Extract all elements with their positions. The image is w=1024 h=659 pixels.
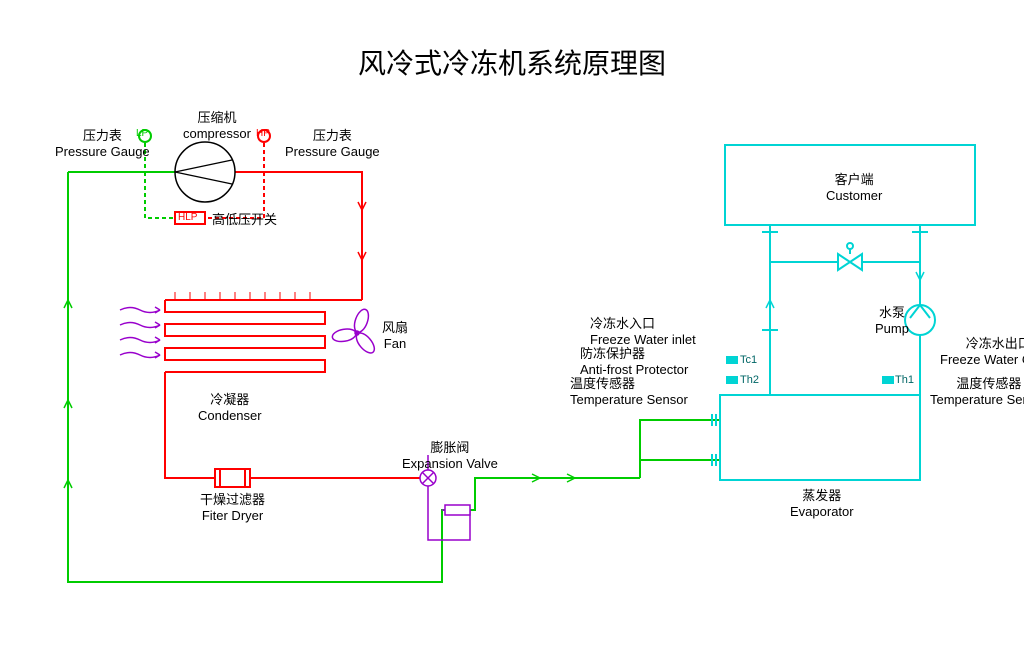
customer-label: 客户端 Customer xyxy=(826,172,882,203)
condenser-label: 冷凝器 Condenser xyxy=(198,392,262,423)
purple-elements xyxy=(120,307,470,540)
compressor-label: 压缩机 compressor xyxy=(183,110,251,141)
fan-label: 风扇 Fan xyxy=(382,320,408,351)
filter-dryer-label: 干燥过滤器 Fiter Dryer xyxy=(200,492,265,523)
freeze-water-inlet-label: 冷冻水入口 Freeze Water inlet xyxy=(590,316,696,347)
evaporator-label: 蒸发器 Evaporator xyxy=(790,488,854,519)
temp-sensor-right-label: 温度传感器 Temperature Sensor xyxy=(930,376,1024,407)
expansion-valve-label: 膨胀阀 Expansion Valve xyxy=(402,440,498,471)
pressure-gauge-right-label: 压力表 Pressure Gauge xyxy=(285,128,380,159)
temp-sensor-left-label: 温度传感器 Temperature Sensor xyxy=(570,376,688,407)
pump-label: 水泵 Pump xyxy=(875,305,909,336)
compressor-icon xyxy=(175,142,235,202)
th2-label: Th2 xyxy=(740,374,759,387)
freeze-water-outlet-label: 冷冻水出口 Freeze Water Outlet xyxy=(940,336,1024,367)
hlp-switch-label: 高低压开关 xyxy=(212,212,277,228)
lp-label: LP xyxy=(136,128,148,140)
anti-frost-label: 防冻保护器 Anti-frost Protector xyxy=(580,346,688,377)
hlp-label: HLP xyxy=(178,212,197,224)
hp-label: HP xyxy=(256,128,270,140)
refrigeration-diagram xyxy=(0,0,1024,659)
tc1-label: Tc1 xyxy=(740,354,757,367)
th1-label: Th1 xyxy=(895,374,914,387)
